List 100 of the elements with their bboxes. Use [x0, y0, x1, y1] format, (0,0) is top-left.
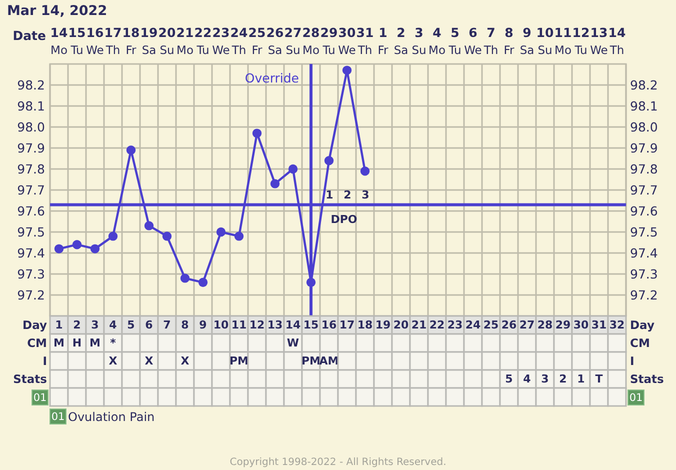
x-tick-label: 16 [321, 318, 337, 332]
x-tick-label: 25 Fr [248, 25, 266, 57]
x-tick-label: 3 Su [412, 25, 426, 57]
text: * [110, 336, 116, 350]
y-tick-label: 97.8 [17, 162, 46, 176]
y2-tick-label: 97.4 [630, 246, 658, 260]
text: 5 [505, 372, 513, 386]
x-tick-label: 19 Sa [140, 25, 158, 57]
y2-tick-label: 97.8 [630, 162, 658, 176]
y-tick-label: CM [27, 336, 47, 350]
text: H [72, 336, 82, 350]
point [144, 221, 154, 230]
text: W [286, 336, 300, 350]
point [270, 179, 280, 188]
x-tick-label: 29 [555, 318, 571, 332]
x-tick-label: 8 [181, 318, 189, 332]
x-tick-label: 22 Tu [194, 25, 212, 57]
x-tick-label: 14 Mo [50, 25, 68, 57]
x-tick-label: 29 Tu [320, 25, 338, 57]
text: T [595, 372, 603, 386]
x-tick-label: 17 [339, 318, 355, 332]
y2-tick-label: I [630, 354, 634, 368]
y-tick-label: Stats [13, 372, 48, 386]
x-tick-label: 26 Sa [266, 25, 284, 57]
y2-tick-label: 98.1 [630, 98, 658, 114]
x-tick-label: 7 [163, 318, 171, 332]
y2-tick-label: 97.9 [630, 140, 658, 156]
y2-tick-label: 97.7 [630, 182, 658, 198]
y-tick-label: 98.1 [17, 98, 45, 114]
x-tick-label: 12 Tu [572, 25, 590, 57]
point [126, 146, 136, 155]
y-tick-label: 97.5 [17, 224, 45, 240]
x-tick-label: 8 Fr [504, 25, 515, 57]
x-tick-label: 2 Sa [394, 25, 408, 57]
y2-tick-label: 97.6 [630, 204, 658, 218]
point [216, 227, 226, 237]
text: M [90, 336, 100, 350]
point [72, 240, 82, 250]
x-tick-label: 3 [91, 318, 99, 332]
x-tick-label: 13 We [590, 25, 608, 57]
point [162, 232, 172, 241]
annotation: DPO [330, 213, 358, 226]
y2-tick-label: CM [630, 336, 650, 350]
text: Ovulation Pain [68, 410, 155, 424]
x-tick-label: 32 [609, 318, 625, 332]
x-tick-label: 27 Su [284, 25, 302, 57]
x-tick-label: 4 Mo [428, 25, 446, 57]
y-tick-label: I [42, 354, 47, 368]
x-tick-label: 15 [303, 318, 319, 332]
y-tick-label: 97.3 [17, 266, 45, 282]
x-tick-label: 7 Th [482, 25, 498, 57]
x-tick-label: 24 Th [230, 25, 248, 57]
x-tick-label: 10 Su [536, 25, 554, 57]
point [288, 164, 298, 174]
x-tick-label: 17 Th [104, 25, 122, 57]
x-tick-label: 24 [465, 318, 481, 332]
x-tick-label: 9 [199, 318, 207, 332]
text: 1 [577, 372, 585, 386]
y-tick-label: 97.9 [17, 140, 46, 156]
y2-tick-label: Stats [630, 372, 664, 386]
x-tick-label: 6 We [464, 25, 482, 57]
x-tick-label: 1 Fr [378, 25, 389, 57]
point [324, 156, 334, 166]
y2-tick-label: 97.2 [630, 288, 658, 302]
y2-tick-label: 98.2 [630, 78, 658, 92]
x-tick-label: 21 Mo [176, 25, 194, 57]
y-tick-label: 97.2 [17, 288, 45, 302]
x-tick-label: 27 [519, 318, 535, 332]
x-tick-label: 18 Fr [122, 25, 140, 57]
x-tick-label: 12 [249, 318, 265, 332]
x-tick-label: 19 [375, 318, 391, 332]
x-axis-title: Date [12, 28, 46, 43]
point [252, 128, 262, 138]
x-tick-label: 11 [231, 318, 247, 332]
y-tick-label: 97.4 [17, 246, 46, 260]
x-tick-label: 16 We [86, 25, 104, 57]
x-tick-label: 6 [145, 318, 154, 332]
y2-tick-label: 97.3 [630, 266, 658, 282]
point [54, 244, 64, 254]
point [90, 244, 100, 254]
point [198, 278, 208, 287]
x-tick-label: 13 [267, 318, 283, 332]
y2-tick-label: 98.0 [630, 120, 658, 134]
x-tick-label: 30 [573, 318, 589, 332]
y-tick-label: 97.7 [17, 182, 45, 198]
point [180, 274, 190, 283]
text: AM [319, 354, 339, 368]
text: M [54, 336, 64, 350]
chart-title: Mar 14, 2022 [7, 3, 108, 19]
x-tick-label: 28 [537, 318, 553, 332]
point [342, 66, 352, 75]
point [360, 166, 370, 176]
annotation: 1 2 3 [326, 188, 370, 202]
x-tick-label: 14 [285, 318, 301, 332]
text: PM [301, 354, 321, 368]
x-tick-label: 10 [213, 318, 229, 332]
x-tick-label: 26 [501, 318, 517, 332]
x-tick-label: 20 [393, 318, 409, 332]
y2-tick-label: 97.5 [630, 224, 658, 240]
text: X [108, 354, 118, 368]
